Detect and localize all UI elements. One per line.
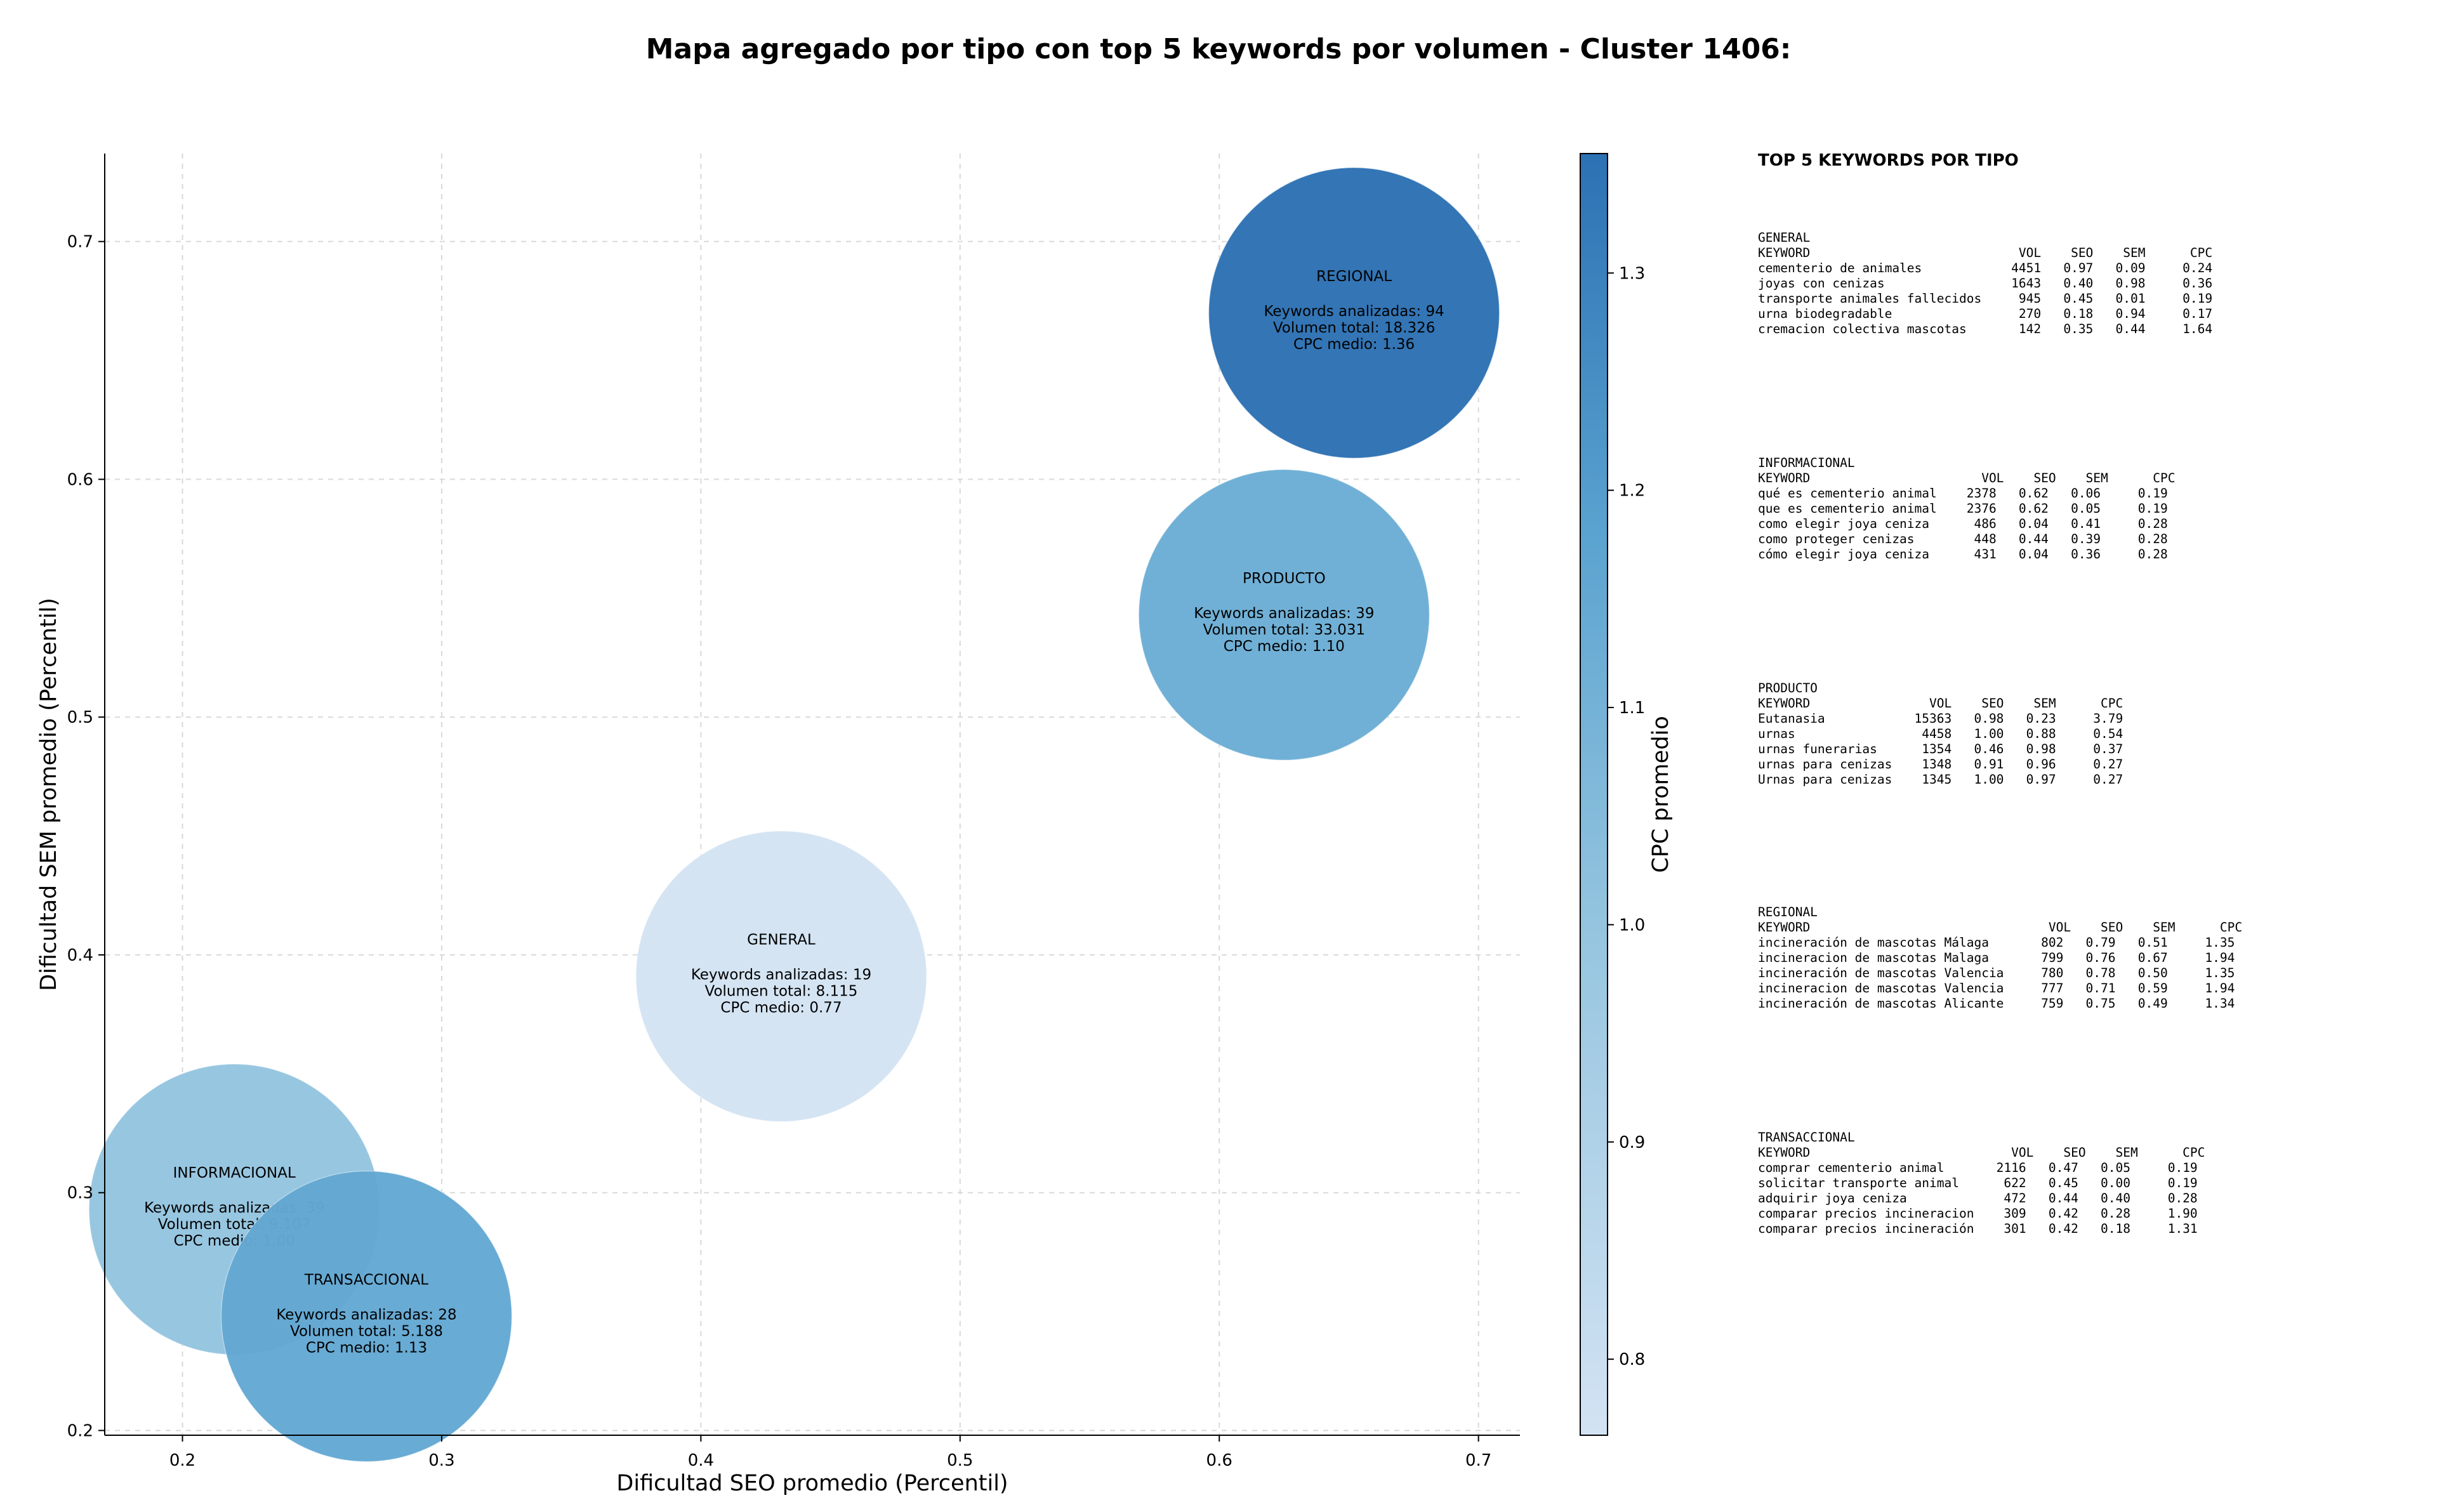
keyword-table-block: TRANSACCIONAL KEYWORD VOL SEO SEM CPC co… xyxy=(1758,1130,2205,1237)
y-tick-label: 0.6 xyxy=(67,470,93,489)
colorbar-tick-label: 0.9 xyxy=(1619,1133,1645,1152)
keyword-table-text: GENERAL KEYWORD VOL SEO SEM CPC cementer… xyxy=(1758,230,2213,336)
axes: 0.2 0.3 0.4 0.5 0.6 0.7 0.2 0.3 0.4 0.5 0.6 0.7 Difi… xyxy=(36,154,1520,1496)
x-tick-label: 0.2 xyxy=(169,1451,195,1470)
colorbar-tick-label: 0.8 xyxy=(1619,1350,1645,1369)
colorbar-tick-label: 1.1 xyxy=(1619,699,1645,718)
x-tick-label: 0.3 xyxy=(428,1451,454,1470)
keyword-table-text: REGIONAL KEYWORD VOL SEO SEM CPC inciner… xyxy=(1758,905,2243,1011)
x-axis-label: Dificultad SEO promedio (Percentil) xyxy=(616,1471,1008,1496)
x-tick-label: 0.7 xyxy=(1465,1451,1491,1470)
bubble-type-label: TRANSACCIONAL xyxy=(304,1272,428,1289)
keyword-table-block: INFORMACIONAL KEYWORD VOL SEO SEM CPC qu… xyxy=(1758,456,2175,562)
top-keywords-heading: TOP 5 KEYWORDS POR TIPO xyxy=(1758,151,2019,170)
x-tick-label: 0.6 xyxy=(1206,1451,1232,1470)
colorbar: 0.8 0.9 1.0 1.1 1.2 1.3 CPC promedio xyxy=(1580,153,1674,1436)
bubble-cpc-label: CPC medio: 1.36 xyxy=(1293,336,1415,353)
colorbar-tick-label: 1.2 xyxy=(1619,482,1645,501)
y-tick-label: 0.7 xyxy=(67,233,93,252)
bubble-volume-label: Volumen total: 5.188 xyxy=(290,1324,443,1340)
bubble-keywords-label: Keywords analizadas: 94 xyxy=(1264,303,1444,320)
bubble-type-label: REGIONAL xyxy=(1316,268,1392,285)
bubble-keywords-label: Keywords analizadas: 28 xyxy=(276,1307,456,1324)
bubble-cpc-label: CPC medio: 1.10 xyxy=(1224,638,1345,655)
bubble-keywords-label: Keywords analizadas: 39 xyxy=(1194,605,1374,622)
y-tick-label: 0.5 xyxy=(67,708,93,727)
keyword-table-text: INFORMACIONAL KEYWORD VOL SEO SEM CPC qu… xyxy=(1758,456,2176,562)
colorbar-tick-label: 1.0 xyxy=(1619,916,1645,935)
keyword-table-text: PRODUCTO KEYWORD VOL SEO SEM CPC Eutanas… xyxy=(1758,681,2123,787)
y-axis-label: Dificultad SEM promedio (Percentil) xyxy=(36,598,62,991)
bubble-circle xyxy=(220,1170,513,1463)
colorbar-label: CPC promedio xyxy=(1648,716,1674,872)
top-keywords-panel: TOP 5 KEYWORDS POR TIPO GENERAL KEYWORD … xyxy=(1758,151,2431,1236)
keyword-table-block: GENERAL KEYWORD VOL SEO SEM CPC cementer… xyxy=(1758,230,2212,337)
y-tick-label: 0.3 xyxy=(67,1184,93,1203)
bubble-circle xyxy=(1138,469,1430,761)
bubble-type-label: PRODUCTO xyxy=(1243,570,1326,587)
bubble-cpc-label: CPC medio: 0.77 xyxy=(720,1000,842,1016)
bubble-keywords-label: Keywords analizadas: 19 xyxy=(691,967,871,983)
bubble-type-label: GENERAL xyxy=(747,932,816,949)
colorbar-gradient xyxy=(1580,153,1608,1436)
y-tick-label: 0.4 xyxy=(67,946,93,965)
bubble-circle xyxy=(635,830,927,1122)
bubble-transaccional: TRANSACCIONAL Keywords analizadas: 28Volu… xyxy=(220,1170,513,1463)
keyword-table-block: REGIONAL KEYWORD VOL SEO SEM CPC inciner… xyxy=(1758,905,2242,1011)
keyword-table-text: TRANSACCIONAL KEYWORD VOL SEO SEM CPC co… xyxy=(1758,1130,2205,1236)
colorbar-tick-label: 1.3 xyxy=(1619,264,1645,283)
bubble-type-label: INFORMACIONAL xyxy=(173,1165,296,1181)
x-tick-label: 0.4 xyxy=(688,1451,714,1470)
bubble-volume-label: Volumen total: 33.031 xyxy=(1203,622,1366,638)
bubble-volume-label: Volumen total: 8.115 xyxy=(705,983,858,1000)
chart-title: Mapa agregado por tipo con top 5 keyword… xyxy=(645,33,1792,65)
bubble-cpc-label: CPC medio: 1.13 xyxy=(306,1340,427,1357)
keyword-table-block: PRODUCTO KEYWORD VOL SEO SEM CPC Eutanas… xyxy=(1758,681,2123,787)
x-tick-label: 0.5 xyxy=(947,1451,973,1470)
y-tick-label: 0.2 xyxy=(67,1422,93,1441)
bubble-circle xyxy=(1208,167,1500,459)
bubble-volume-label: Volumen total: 18.326 xyxy=(1273,320,1436,336)
